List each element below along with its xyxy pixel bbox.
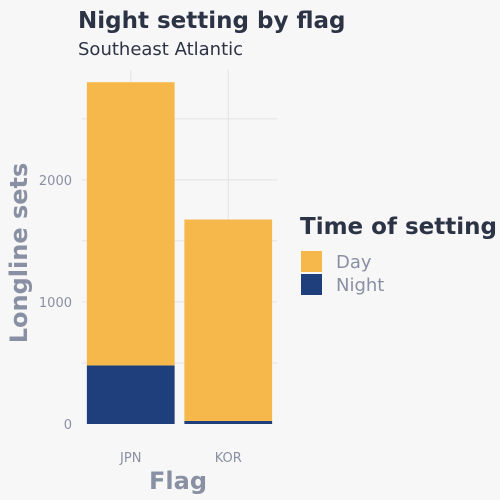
x-axis-ticks: JPN KOR: [119, 451, 242, 466]
y-tick-label: 0: [64, 418, 72, 433]
legend-title: Time of setting: [300, 214, 497, 240]
bar-night-kor: [184, 420, 273, 424]
bar-day-jpn: [86, 82, 175, 366]
legend-label-night: Night: [336, 275, 384, 296]
x-axis-title: Flag: [149, 467, 207, 495]
x-tick-label: KOR: [215, 451, 242, 466]
bar-night-jpn: [86, 365, 175, 424]
bar-day-kor: [184, 219, 273, 421]
y-tick-label: 1000: [39, 296, 72, 311]
y-axis-ticks: 0 1000 2000: [39, 174, 72, 433]
legend-swatch-day: [301, 251, 322, 272]
y-tick-label: 2000: [39, 174, 72, 189]
bars: [86, 82, 273, 424]
chart-title: Night setting by flag: [78, 8, 345, 34]
legend-label-day: Day: [336, 252, 372, 273]
legend-swatch-night: [301, 274, 322, 295]
y-axis-title: Longline sets: [5, 163, 33, 344]
x-tick-label: JPN: [119, 451, 141, 466]
chart-subtitle: Southeast Atlantic: [78, 39, 243, 60]
